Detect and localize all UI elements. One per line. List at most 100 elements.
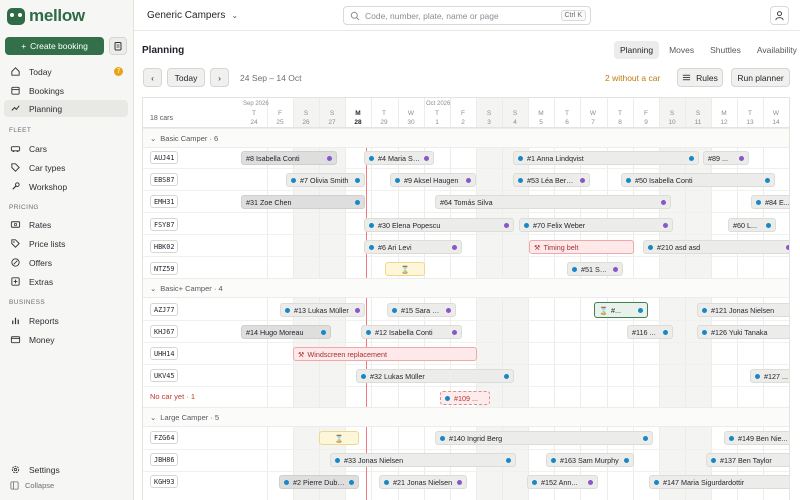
car-plate[interactable]: JBH86	[150, 453, 179, 466]
next-period-button[interactable]: ›	[210, 68, 229, 87]
grid-line	[371, 98, 372, 500]
rules-button[interactable]: Rules	[677, 68, 723, 87]
booking-bar[interactable]: #21 Jonas Nielsen	[379, 475, 467, 489]
company-switcher[interactable]: Generic Campers ⌄	[147, 10, 238, 21]
car-plate[interactable]: EBS87	[150, 173, 179, 186]
transfer-marker[interactable]: ⌛	[319, 431, 359, 445]
tab-planning[interactable]: Planning	[614, 41, 660, 59]
booking-bar[interactable]: #14 Hugo Moreau	[241, 325, 331, 339]
sidebar-item-workshop[interactable]: Workshop	[4, 178, 128, 195]
group-row[interactable]: ⌄ Large Camper · 5	[143, 407, 789, 427]
booking-bar[interactable]: #140 Ingrid Berg	[435, 431, 653, 445]
car-plate[interactable]: EMH31	[150, 195, 179, 208]
booking-bar[interactable]: #127 ...	[750, 369, 789, 383]
car-plate[interactable]: FZG64	[150, 431, 179, 444]
booking-bar[interactable]: #152 Ann...	[527, 475, 598, 489]
status-dot	[518, 177, 523, 183]
car-plate[interactable]: KHJ67	[150, 325, 179, 338]
chevron-down-icon: ⌄	[150, 413, 157, 422]
booking-bar[interactable]: #210 asd asd	[643, 240, 789, 254]
booking-bar[interactable]: #137 Ben Taylor	[706, 453, 789, 467]
car-plate[interactable]: KGH93	[150, 475, 179, 488]
tab-availability[interactable]: Availability	[756, 45, 797, 55]
booking-bar[interactable]: #6 Ari Levi	[364, 240, 462, 254]
without-car-warning[interactable]: 2 without a car	[605, 73, 661, 83]
clipboard-button[interactable]	[109, 37, 127, 55]
sidebar-item-reports[interactable]: Reports	[4, 312, 128, 329]
booking-bar[interactable]: #1 Anna Lindqvist	[513, 151, 699, 165]
no-car-group-label[interactable]: No car yet · 1	[150, 392, 196, 401]
booking-bar[interactable]: #53 Léa Bernard	[513, 173, 590, 187]
search-input[interactable]: Code, number, plate, name or page Ctrl K	[343, 6, 591, 25]
booking-bar[interactable]: #31 Zoe Chen	[241, 195, 365, 209]
sidebar-item-today[interactable]: Today 7	[4, 63, 128, 80]
sidebar-item-car-types[interactable]: Car types	[4, 159, 128, 176]
booking-bar[interactable]: #126 Yuki Tanaka	[697, 325, 789, 339]
booking-bar[interactable]: #2 Pierre Dubois	[279, 475, 359, 489]
booking-bar[interactable]: #84 E...	[751, 195, 789, 209]
car-plate[interactable]: FSY87	[150, 218, 179, 231]
sidebar-item-settings[interactable]: Settings	[4, 461, 128, 478]
booking-bar[interactable]: #4 Maria Sig...	[364, 151, 434, 165]
status-dot	[504, 373, 509, 379]
booking-bar[interactable]: #15 Sara Rossi	[387, 303, 456, 317]
car-plate[interactable]: AUJ41	[150, 151, 179, 164]
booking-bar[interactable]: #60 L...	[728, 218, 776, 232]
unassigned-booking-bar[interactable]: #109 ...	[440, 391, 490, 405]
group-row[interactable]: ⌄ Basic Camper · 6	[143, 128, 789, 148]
booking-bar[interactable]: #30 Elena Popescu	[364, 218, 514, 232]
booking-bar[interactable]: #8 Isabella Conti	[241, 151, 337, 165]
transfer-marker[interactable]: ⌛	[385, 262, 425, 276]
status-dot	[518, 155, 523, 161]
car-plate[interactable]: AZJ77	[150, 303, 179, 316]
maintenance-bar[interactable]: ⚒ Windscreen replacement	[293, 347, 477, 361]
group-row[interactable]: ⌄ Basic+ Camper · 4	[143, 278, 789, 298]
sidebar-item-money[interactable]: Money	[4, 331, 128, 348]
today-button[interactable]: Today	[167, 68, 205, 87]
booking-bar[interactable]: #149 Ben Nie...	[724, 431, 789, 445]
status-dot	[440, 435, 445, 441]
grid-line	[345, 98, 346, 500]
booking-bar[interactable]: #163 Sam Murphy	[546, 453, 634, 467]
booking-bar[interactable]: #32 Lukas Müller	[356, 369, 514, 383]
sidebar-item-bookings[interactable]: Bookings	[4, 82, 128, 99]
booking-bar[interactable]: #147 Maria Sigurdardottir	[649, 475, 789, 489]
car-plate[interactable]: HBK02	[150, 240, 179, 253]
status-dot	[285, 307, 290, 313]
selected-booking-bar[interactable]: ⌛ #...	[594, 302, 648, 318]
booking-bar[interactable]: #33 Jonas Nielsen	[330, 453, 516, 467]
car-plate[interactable]: NTZ59	[150, 262, 179, 275]
planning-icon	[11, 105, 20, 111]
status-dot	[392, 307, 397, 313]
booking-bar[interactable]: #64 Tomás Silva	[435, 195, 671, 209]
booking-bar[interactable]: #50 Isabella Conti	[621, 173, 775, 187]
tab-shuttles[interactable]: Shuttles	[710, 45, 741, 55]
booking-bar[interactable]: #13 Lukas Müller	[280, 303, 365, 317]
car-plate[interactable]: UHH14	[150, 347, 179, 360]
sidebar-item-rates[interactable]: Rates	[4, 216, 128, 233]
booking-bar[interactable]: #51 Sar...	[567, 262, 623, 276]
booking-bar[interactable]: #121 Jonas Nielsen	[697, 303, 789, 317]
sidebar-item-price-lists[interactable]: Price lists	[4, 235, 128, 252]
sidebar-item-extras[interactable]: Extras	[4, 273, 128, 290]
car-plate[interactable]: UKV45	[150, 369, 179, 382]
sidebar-item-planning[interactable]: Planning	[4, 100, 128, 117]
app-logo[interactable]: mellow	[7, 6, 85, 26]
user-menu-button[interactable]	[770, 6, 789, 25]
sidebar-item-offers[interactable]: Offers	[4, 254, 128, 271]
offers-icon	[11, 258, 20, 267]
status-dot	[643, 435, 648, 441]
create-booking-button[interactable]: + Create booking	[5, 37, 104, 55]
booking-bar[interactable]: #9 Aksel Haugen	[390, 173, 476, 187]
maintenance-bar[interactable]: ⚒ Timing belt	[529, 240, 634, 254]
tab-moves[interactable]: Moves	[669, 45, 695, 55]
collapse-button[interactable]: Collapse	[10, 481, 54, 490]
booking-bar[interactable]: #7 Olivia Smith	[286, 173, 365, 187]
booking-bar[interactable]: #70 Felix Weber	[519, 218, 673, 232]
booking-bar[interactable]: #116 ...	[627, 325, 673, 339]
sidebar-item-cars[interactable]: Cars	[4, 140, 128, 157]
booking-bar[interactable]: #89 ...	[703, 151, 749, 165]
booking-bar[interactable]: #12 Isabella Conti	[361, 325, 462, 339]
run-planner-button[interactable]: Run planner	[731, 68, 790, 87]
prev-period-button[interactable]: ‹	[143, 68, 162, 87]
